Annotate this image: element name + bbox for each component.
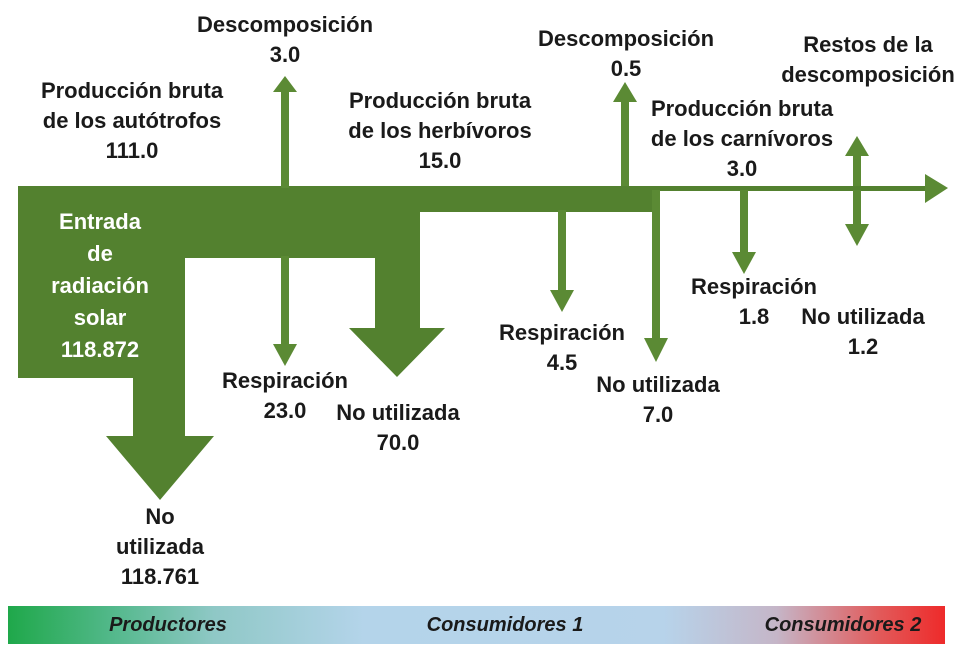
trophic-level-legend: Productores Consumidores 1 Consumidores … [8, 606, 945, 644]
herbivores-notused-value: 7.0 [642, 402, 674, 427]
producers-notused-text: No utilizada [336, 400, 460, 425]
carnivores-notused-text: No utilizada [801, 304, 925, 329]
carnivores-notused-value: 1.2 [847, 334, 879, 359]
carnivores-resp-text: Respiración [691, 274, 817, 299]
herbivores-resp-text: Respiración [499, 320, 625, 345]
producers-decomp-value: 3.0 [269, 42, 301, 67]
producers-gross-label: Producción bruta de los autótrofos 111.0 [22, 76, 242, 166]
producers-resp-text: Respiración [222, 368, 348, 393]
herbivores-decomp-label: Descomposición 0.5 [526, 24, 726, 84]
herbivores-unused-shaft [652, 190, 660, 340]
herbivores-gross-line-2: de los herbívoros [348, 118, 532, 143]
remains-label: Restos de la descomposición [778, 30, 955, 90]
source-line-1: Entrada [59, 209, 141, 234]
producers-resp-shaft [281, 256, 289, 346]
carnivores-unused-shaft [853, 190, 861, 226]
source-line-4: solar [73, 305, 127, 330]
source-unused-arrow [106, 376, 214, 500]
source-unused-label: No utilizada 118.761 [80, 502, 240, 592]
herbivores-resp-value: 4.5 [546, 350, 578, 375]
legend-consumers-2: Consumidores 2 [764, 614, 922, 636]
source-label: Entrada de radiación solar 118.872 [20, 206, 180, 366]
carnivores-resp-shaft [740, 190, 748, 254]
remains-up-arrowhead [845, 136, 869, 156]
herbivores-resp-label: Respiración 4.5 [482, 318, 642, 378]
herbivores-gross-label: Producción bruta de los herbívoros 15.0 [330, 86, 550, 176]
source-value: 118.872 [60, 337, 140, 362]
carnivores-unused-arrowhead [845, 224, 869, 246]
herbivores-unused-arrowhead [644, 338, 668, 362]
producers-decomp-arrowhead [273, 76, 297, 92]
producers-gross-value: 111.0 [105, 138, 159, 163]
producers-decomp-label: Descomposición 3.0 [185, 10, 385, 70]
producers-resp-label: Respiración 23.0 [205, 366, 365, 426]
carnivores-gross-value: 3.0 [726, 156, 758, 181]
herbivores-decomp-text: Descomposición [537, 26, 715, 51]
source-unused-value: 118.761 [120, 564, 200, 589]
herbivores-resp-arrowhead [550, 290, 574, 312]
producers-notused-label: No utilizada 70.0 [318, 398, 478, 458]
carnivores-gross-label: Producción bruta de los carnívoros 3.0 [632, 94, 852, 184]
herbivores-decomp-arrowhead [613, 82, 637, 102]
producers-flow-band [18, 186, 937, 378]
remains-up-shaft [853, 152, 861, 186]
source-unused-line-1: No [145, 504, 175, 529]
producers-decomp-text: Descomposición [196, 12, 374, 37]
producers-decomp-shaft [281, 92, 289, 188]
producers-resp-arrowhead [273, 344, 297, 366]
carnivores-notused-label: No utilizada 1.2 [783, 302, 943, 362]
herbivores-gross-line-1: Producción bruta [348, 88, 532, 113]
remains-line-2: descomposición [781, 62, 955, 87]
legend-consumers-1: Consumidores 1 [426, 614, 584, 636]
herbivores-gross-value: 15.0 [418, 148, 462, 173]
carnivores-gross-line-1: Producción bruta [650, 96, 834, 121]
producers-gross-line-1: Producción bruta [40, 78, 224, 103]
carnivores-resp-value: 1.8 [738, 304, 770, 329]
carnivores-resp-label: Respiración 1.8 [680, 272, 828, 332]
source-unused-line-2: utilizada [115, 534, 204, 559]
herbivores-decomp-value: 0.5 [610, 56, 642, 81]
herbivores-decomp-shaft [621, 100, 629, 186]
producers-notused-value: 70.0 [376, 430, 420, 455]
source-line-3: radiación [51, 273, 149, 298]
source-line-2: de [87, 241, 113, 266]
remains-line-1: Restos de la [803, 32, 933, 57]
legend-producers: Productores [109, 614, 227, 636]
producers-gross-line-2: de los autótrofos [42, 108, 222, 133]
producers-unused-arrow [349, 256, 445, 377]
herbivores-notused-text: No utilizada [596, 372, 720, 397]
carnivores-resp-arrowhead [732, 252, 756, 274]
flow-graphic [18, 76, 948, 500]
herbivores-resp-shaft [558, 210, 566, 292]
producers-resp-value: 23.0 [263, 398, 307, 423]
carnivores-gross-line-2: de los carnívoros [650, 126, 834, 151]
herbivores-notused-label: No utilizada 7.0 [578, 370, 738, 430]
flow-arrowhead [925, 174, 948, 203]
